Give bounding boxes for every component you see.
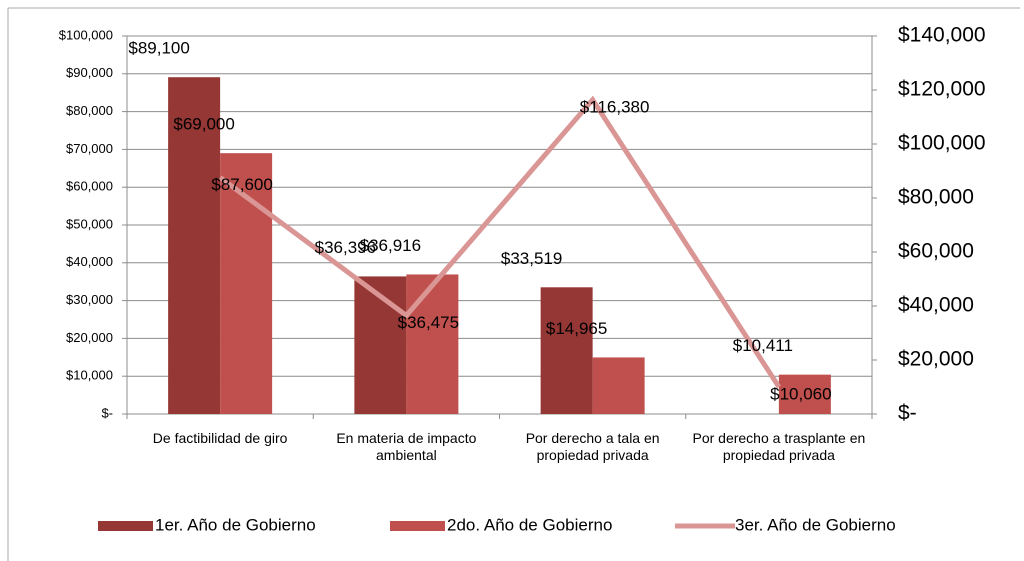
legend-swatch [390, 521, 445, 531]
y-tick-label: $- [101, 405, 113, 420]
x-tick-label: De factibilidad de giro [152, 430, 288, 446]
bar [592, 357, 645, 414]
y2-tick-label: $80,000 [898, 186, 974, 209]
y2-tick-label: $- [898, 402, 917, 425]
data-label: $116,380 [580, 97, 650, 116]
y2-tick-label: $100,000 [898, 132, 986, 155]
y2-tick-label: $40,000 [898, 294, 974, 317]
y-tick-label: $60,000 [66, 179, 113, 194]
data-label: $36,475 [398, 313, 459, 332]
y2-tick-label: $60,000 [898, 240, 974, 263]
y-tick-label: $20,000 [66, 330, 113, 345]
bar [540, 287, 593, 414]
x-tick-label: En materia de impacto ambiental [336, 430, 477, 463]
y2-tick-label: $140,000 [898, 24, 986, 47]
legend-label: 1er. Año de Gobierno [155, 515, 316, 534]
y-tick-label: $50,000 [66, 216, 113, 231]
bar [406, 274, 459, 414]
y-tick-label: $70,000 [66, 141, 113, 156]
y-tick-label: $30,000 [66, 292, 113, 307]
x-tick-label: Por derecho a trasplante en propiedad pr… [692, 430, 866, 463]
data-label: $87,600 [211, 175, 272, 194]
data-label: $33,519 [501, 249, 562, 268]
line-series [218, 95, 781, 389]
y-tick-label: $80,000 [66, 103, 113, 118]
y-tick-label: $90,000 [66, 65, 113, 80]
legend-swatch [98, 521, 153, 531]
legend-label: 3er. Año de Gobierno [735, 515, 896, 534]
data-label: $36,916 [360, 236, 421, 255]
legend-label: 2do. Año de Gobierno [447, 515, 612, 534]
x-tick-label: Por derecho a tala en propiedad privada [525, 430, 660, 463]
bar [168, 77, 221, 415]
data-label: $69,000 [173, 115, 234, 134]
data-label: $89,100 [128, 39, 189, 58]
y-tick-label: $40,000 [66, 254, 113, 269]
bar [778, 374, 831, 414]
data-label: $10,411 [733, 336, 793, 355]
y-tick-label: $100,000 [59, 27, 113, 42]
data-label: $14,965 [546, 319, 607, 338]
data-label: $36,396 [315, 238, 376, 257]
y2-tick-label: $120,000 [898, 78, 986, 101]
data-label: $10,060 [770, 384, 831, 403]
y2-tick-label: $20,000 [898, 348, 974, 371]
y-tick-label: $10,000 [66, 368, 113, 383]
